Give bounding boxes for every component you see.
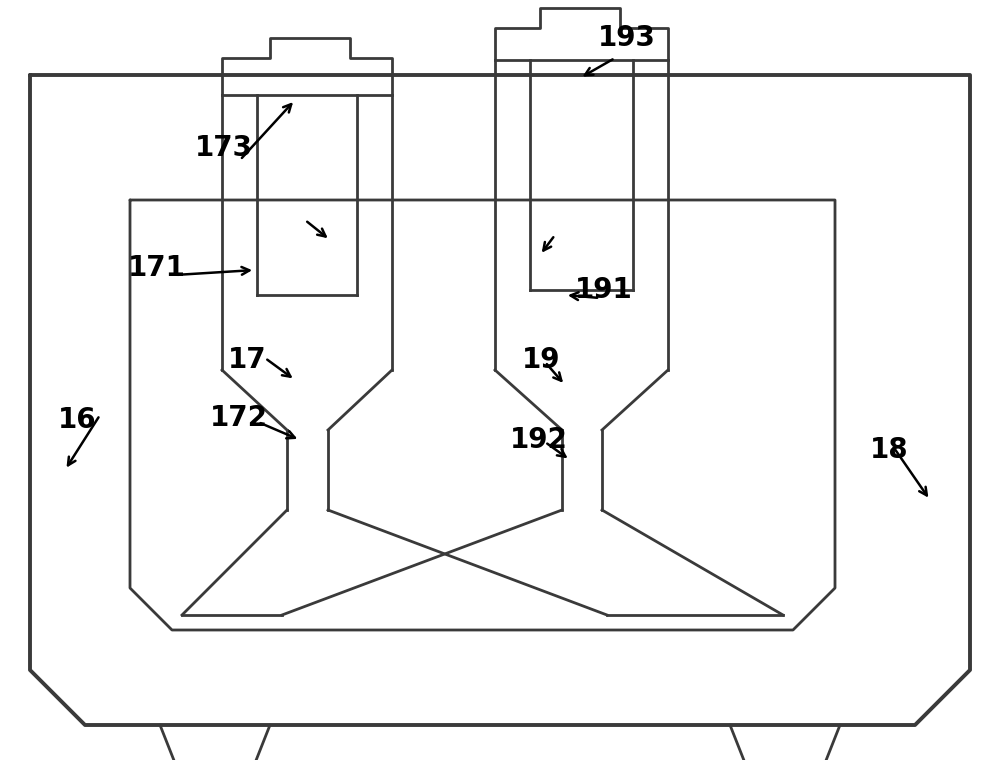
Text: 193: 193 [598, 24, 656, 52]
Text: 17: 17 [228, 346, 267, 374]
Text: 191: 191 [575, 276, 633, 304]
Text: 173: 173 [195, 134, 253, 162]
Text: 18: 18 [870, 436, 909, 464]
Text: 16: 16 [58, 406, 97, 434]
Text: 192: 192 [510, 426, 568, 454]
Text: 171: 171 [128, 254, 186, 282]
Text: 19: 19 [522, 346, 560, 374]
Text: 172: 172 [210, 404, 268, 432]
